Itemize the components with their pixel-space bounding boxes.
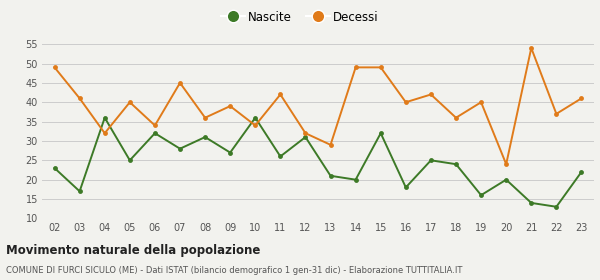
Decessi <box>402 101 409 104</box>
Decessi <box>51 66 58 69</box>
Text: COMUNE DI FURCI SICULO (ME) - Dati ISTAT (bilancio demografico 1 gen-31 dic) - E: COMUNE DI FURCI SICULO (ME) - Dati ISTAT… <box>6 266 463 275</box>
Nascite <box>427 159 434 162</box>
Nascite <box>202 136 209 139</box>
Nascite <box>76 190 83 193</box>
Nascite <box>327 174 334 178</box>
Decessi <box>227 104 234 108</box>
Nascite <box>452 162 460 166</box>
Decessi <box>151 124 158 127</box>
Decessi <box>503 162 510 166</box>
Nascite <box>251 116 259 119</box>
Nascite <box>352 178 359 181</box>
Decessi <box>327 143 334 146</box>
Decessi <box>202 116 209 119</box>
Nascite <box>302 136 309 139</box>
Decessi <box>76 97 83 100</box>
Nascite <box>478 193 485 197</box>
Nascite <box>227 151 234 154</box>
Nascite <box>553 205 560 209</box>
Decessi <box>578 97 585 100</box>
Decessi <box>527 46 535 50</box>
Nascite <box>377 132 385 135</box>
Decessi <box>377 66 385 69</box>
Legend: Nascite, Decessi: Nascite, Decessi <box>216 6 384 28</box>
Nascite <box>578 170 585 174</box>
Nascite <box>101 116 109 119</box>
Nascite <box>527 201 535 205</box>
Decessi <box>251 124 259 127</box>
Nascite <box>277 155 284 158</box>
Decessi <box>478 101 485 104</box>
Nascite <box>151 132 158 135</box>
Decessi <box>101 132 109 135</box>
Decessi <box>553 112 560 116</box>
Nascite <box>176 147 184 150</box>
Decessi <box>427 93 434 96</box>
Decessi <box>302 132 309 135</box>
Line: Decessi: Decessi <box>52 46 584 167</box>
Nascite <box>402 186 409 189</box>
Decessi <box>352 66 359 69</box>
Text: Movimento naturale della popolazione: Movimento naturale della popolazione <box>6 244 260 256</box>
Decessi <box>277 93 284 96</box>
Nascite <box>126 159 133 162</box>
Decessi <box>452 116 460 119</box>
Decessi <box>126 101 133 104</box>
Decessi <box>176 81 184 85</box>
Line: Nascite: Nascite <box>52 115 584 209</box>
Nascite <box>503 178 510 181</box>
Nascite <box>51 166 58 170</box>
